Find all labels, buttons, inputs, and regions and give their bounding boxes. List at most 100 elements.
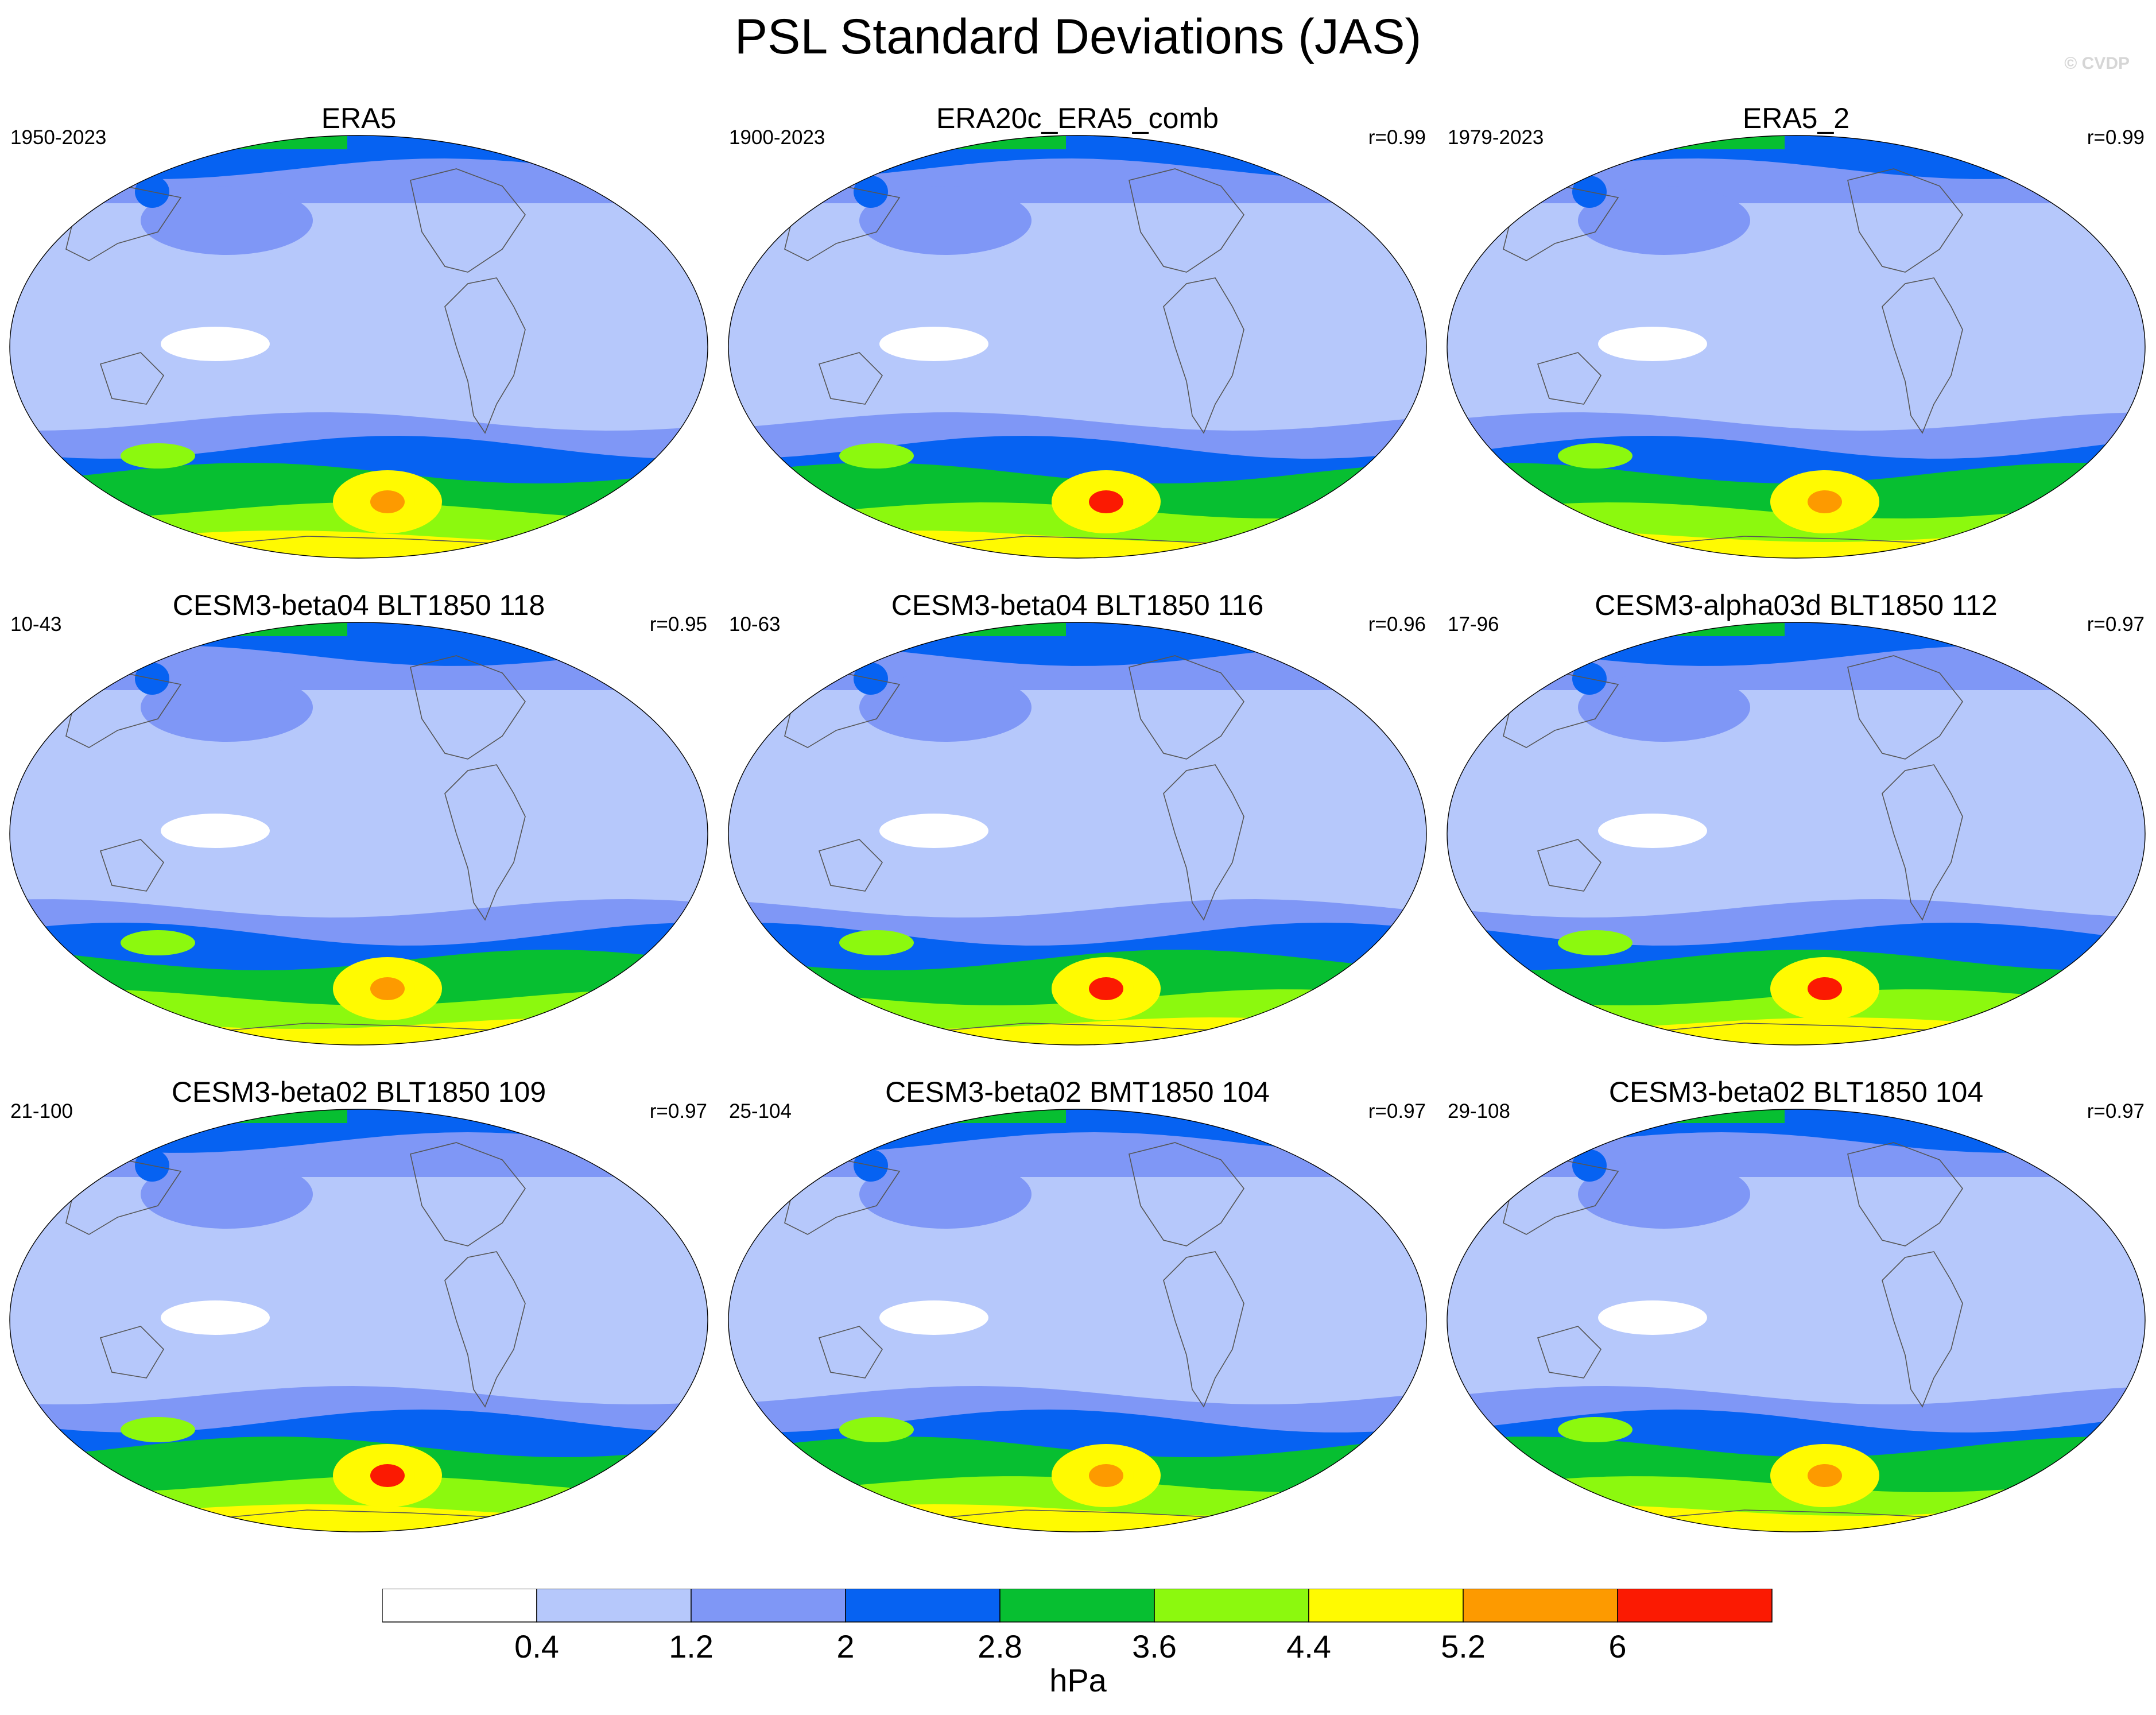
- contour-south-indian-max: [1558, 930, 1632, 955]
- panel-title: CESM3-beta02 BLT1850 104: [1608, 1076, 1984, 1108]
- map-boundary: [728, 1109, 1427, 1532]
- contour-south-pacific-peak: [1089, 490, 1123, 513]
- panel-correlation: r=0.97: [2087, 613, 2145, 636]
- coastline: [444, 1251, 526, 1408]
- contour-south-indian-max: [121, 1417, 195, 1442]
- panel-years: 1950-2023: [10, 126, 107, 149]
- coastline: [1537, 1326, 1602, 1379]
- colorbar-box: [999, 1589, 1155, 1623]
- panel-years: 29-108: [1448, 1100, 1510, 1122]
- coastline: [65, 185, 182, 261]
- main-title: PSL Standard Deviations (JAS): [734, 9, 1422, 64]
- contour-north-pacific: [141, 1160, 313, 1229]
- contour-south-indian-max: [1558, 443, 1632, 469]
- panel-correlation: r=0.97: [2087, 1100, 2145, 1122]
- contour-north-pacific: [141, 673, 313, 742]
- panel-title: ERA5: [321, 102, 397, 134]
- map-panel: CESM3-beta04 BLT1850 118 10-43 r=0.95: [0, 589, 718, 1077]
- colorbar-units: hPa: [1049, 1662, 1107, 1698]
- coastline: [818, 839, 883, 892]
- map-panel: CESM3-beta02 BLT1850 109 21-100 r=0.97: [0, 1076, 718, 1563]
- contour-band-north-polar: [1447, 622, 2145, 666]
- contour-north-pacific: [859, 1160, 1032, 1229]
- colorbar-tick-label: 1.2: [669, 1628, 714, 1663]
- robinson-map: [9, 622, 708, 1046]
- panel-years: 17-96: [1448, 613, 1499, 636]
- colorbar-tick-label: 5.2: [1441, 1628, 1486, 1663]
- colorbar-tick-label: 4.4: [1286, 1628, 1331, 1663]
- map-panel: CESM3-beta02 BMT1850 104 25-104 r=0.97: [719, 1076, 1436, 1563]
- panel-title: CESM3-beta02 BLT1850 109: [171, 1076, 546, 1108]
- contour-equatorial-minimum: [879, 814, 988, 848]
- coastline: [1129, 168, 1244, 273]
- contour-band-south-5: [10, 531, 708, 558]
- robinson-map: [1447, 1109, 2146, 1532]
- panel-correlation: r=0.99: [2087, 126, 2145, 149]
- colorbar-tick-label: 6: [1608, 1628, 1626, 1663]
- contour-band-south-5: [1447, 1017, 2145, 1045]
- contour-south-indian-max: [121, 930, 195, 955]
- coastline: [784, 1159, 901, 1235]
- coastline: [444, 277, 526, 434]
- watermark: © CVDP: [2064, 54, 2130, 73]
- panel-title: CESM3-beta02 BMT1850 104: [885, 1076, 1270, 1108]
- map-boundary: [9, 135, 708, 559]
- contour-equatorial-minimum: [879, 327, 988, 361]
- map-boundary: [1447, 622, 2146, 1046]
- panel-title: ERA20c_ERA5_comb: [936, 102, 1219, 134]
- coastline: [1129, 1142, 1244, 1246]
- panel-years: 10-43: [10, 613, 62, 636]
- coastline: [1503, 185, 1619, 261]
- contour-south-pacific-peak: [1089, 1464, 1123, 1487]
- contour-south-pacific-peak: [1808, 490, 1842, 513]
- coastline: [1882, 277, 1963, 434]
- colorbar-tick-label: 2: [836, 1628, 854, 1663]
- map-boundary: [9, 622, 708, 1046]
- colorbar-box: [382, 1589, 537, 1623]
- contour-south-indian-max: [121, 443, 195, 469]
- robinson-map: [728, 1109, 1427, 1532]
- robinson-map: [728, 622, 1427, 1046]
- contour-equatorial-minimum: [1598, 814, 1707, 848]
- coastline: [65, 1159, 182, 1235]
- contour-south-pacific-peak: [370, 490, 405, 513]
- panel-title: CESM3-alpha03d BLT1850 112: [1595, 589, 1998, 621]
- panel-correlation: r=0.97: [649, 1100, 707, 1122]
- coastline: [818, 1326, 883, 1379]
- coastline: [99, 1326, 165, 1379]
- colorbar-box: [691, 1589, 846, 1623]
- contour-band-north-polar: [10, 622, 708, 666]
- contour-north-pacific: [141, 186, 313, 255]
- robinson-map: [1447, 135, 2146, 559]
- colorbar: 0.4 1.2 2 2.8 3.6 4.4 5.2 6: [382, 1589, 1773, 1663]
- colorbar-tick-label: 0.4: [514, 1628, 559, 1663]
- contour-south-pacific-peak: [1089, 977, 1123, 1000]
- panel-correlation: r=0.96: [1368, 613, 1426, 636]
- coastline: [784, 672, 901, 748]
- panel-correlation: r=0.95: [649, 613, 707, 636]
- contour-equatorial-minimum: [1598, 1300, 1707, 1335]
- colorbar-box: [1154, 1589, 1309, 1623]
- colorbar-tick-label: 3.6: [1132, 1628, 1177, 1663]
- coastline: [818, 352, 883, 405]
- coastline: [1882, 764, 1963, 921]
- map-boundary: [9, 1109, 708, 1532]
- colorbar-box: [536, 1589, 692, 1623]
- panel-correlation: r=0.99: [1368, 126, 1426, 149]
- map-boundary: [1447, 1109, 2146, 1532]
- contour-north-pacific: [859, 186, 1032, 255]
- robinson-map: [9, 1109, 708, 1532]
- coastline: [99, 352, 165, 405]
- coastline: [1163, 764, 1244, 921]
- contour-north-pacific: [1578, 1160, 1750, 1229]
- coastline: [1503, 672, 1619, 748]
- map-panel: CESM3-beta04 BLT1850 116 10-63 r=0.96: [719, 589, 1436, 1077]
- contour-south-pacific-peak: [370, 1464, 405, 1487]
- coastline: [1537, 839, 1602, 892]
- colorbar-box: [1617, 1589, 1773, 1623]
- panel-years: 10-63: [729, 613, 781, 636]
- coastline: [1847, 168, 1963, 273]
- panel-years: 25-104: [729, 1100, 792, 1122]
- map-panel: ERA20c_ERA5_comb 1900-2023 r=0.99: [719, 102, 1436, 590]
- coastline: [1129, 655, 1244, 760]
